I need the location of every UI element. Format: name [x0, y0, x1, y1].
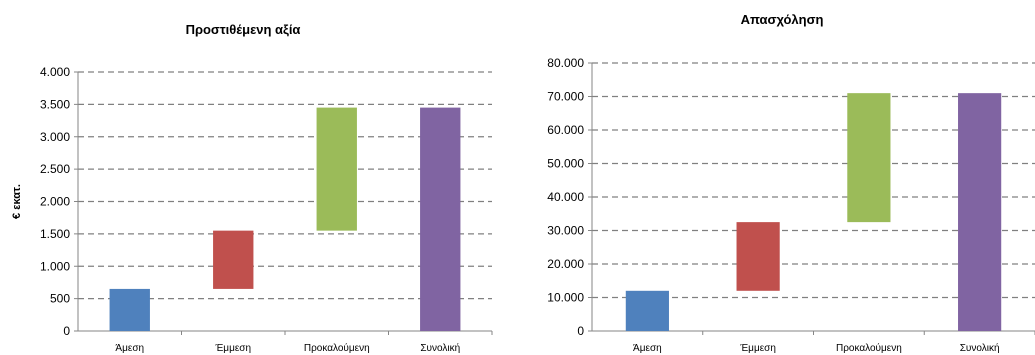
y-tick-label: 0 [63, 324, 70, 338]
bar-3 [847, 93, 891, 223]
chart-1: Προστιθέμενη αξία € εκατ. 0 500 1.000 1.500 2.… [11, 22, 493, 354]
bar-4 [958, 93, 1002, 332]
chart-title: Προστιθέμενη αξία [186, 22, 301, 37]
y-tick-label: 1.000 [40, 259, 70, 273]
y-tick-label: 0 [577, 324, 584, 338]
x-tick-label: Άμεση [115, 343, 144, 354]
chart-2: Απασχόληση 0 10.000 20.000 30.000 40.000 50.00… [547, 12, 1035, 354]
x-tick-label: Έμμεση [739, 343, 776, 354]
bar-1 [109, 288, 150, 331]
y-tick-label: 60.000 [547, 123, 584, 137]
y-tick-label: 70.000 [547, 90, 584, 104]
y-tick-label: 80.000 [547, 56, 584, 70]
x-tick-label: Άμεση [633, 343, 662, 354]
x-tick-label: Προκαλούμενη [836, 342, 902, 354]
bar-2 [736, 222, 780, 291]
y-tick-label: 3.500 [40, 97, 70, 111]
y-axis-label: € εκατ. [11, 184, 23, 219]
y-tick-label: 50.000 [547, 157, 584, 171]
y-tick-label: 20.000 [547, 257, 584, 271]
bar-2 [213, 230, 254, 289]
y-tick-label: 2.000 [40, 195, 70, 209]
x-tick-label: Προκαλούμενη [304, 342, 370, 354]
x-tick-label: Συνολική [420, 342, 460, 354]
bar-1 [625, 290, 669, 331]
bar-3 [316, 107, 357, 231]
y-tick-label: 1.500 [40, 227, 70, 241]
y-tick-label: 40.000 [547, 190, 584, 204]
chart-title: Απασχόληση [741, 12, 824, 27]
bar-4 [420, 107, 461, 331]
x-tick-label: Συνολική [960, 342, 1000, 354]
y-tick-label: 10.000 [547, 291, 584, 305]
y-tick-label: 2.500 [40, 162, 70, 176]
y-tick-label: 30.000 [547, 224, 584, 238]
y-tick-label: 4.000 [40, 65, 70, 79]
y-tick-label: 3.000 [40, 130, 70, 144]
x-tick-label: Έμμεση [214, 343, 251, 354]
y-tick-label: 500 [50, 292, 70, 306]
